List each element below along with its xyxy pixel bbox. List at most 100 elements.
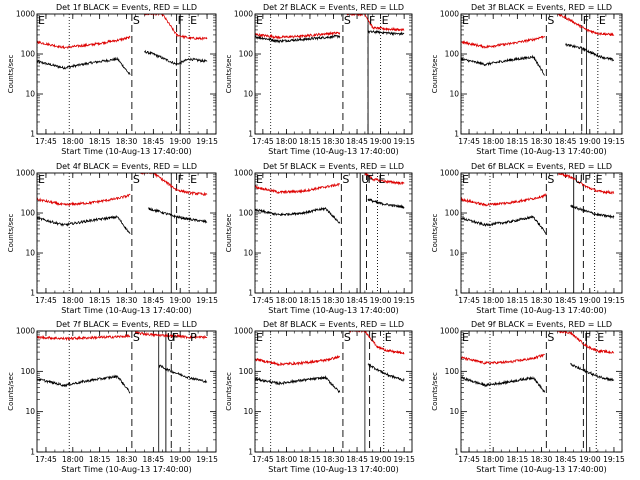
plot-area: [461, 331, 615, 452]
y-tick-label: 1000: [234, 327, 253, 336]
detector-panel: Det 5f BLACK = Events, RED = LLD Counts/s…: [225, 162, 415, 315]
x-tick-label: 19:15: [196, 296, 218, 305]
y-tick-label: 1000: [440, 169, 459, 178]
x-tick-label: 19:15: [393, 296, 415, 305]
event-marker-label: E: [256, 331, 263, 344]
x-tick-label: 18:45: [346, 296, 368, 305]
events-rate-line: [37, 374, 131, 394]
lld-rate-line: [461, 193, 547, 207]
event-marker-label: E: [378, 173, 385, 186]
y-tick-label: 10: [25, 407, 35, 416]
panel-title: Det 1f BLACK = Events, RED = LLD: [56, 3, 197, 12]
lld-rate-line: [255, 31, 341, 40]
x-tick-label: 19:00: [169, 455, 191, 464]
y-tick-label: 100: [21, 209, 36, 218]
event-marker-label: F: [367, 173, 373, 186]
detector-panel: Det 2f BLACK = Events, RED = LLD Counts/s…: [225, 3, 415, 156]
x-tick-label: 18:45: [555, 296, 577, 305]
x-tick-label: 17:45: [252, 137, 274, 146]
x-tick-label: 18:45: [555, 455, 577, 464]
events-rate-line: [367, 363, 405, 382]
y-tick-label: 1000: [234, 10, 253, 19]
y-axis-label: Counts/sec: [431, 214, 439, 253]
y-tick-label: 10: [243, 407, 253, 416]
event-marker-label: E: [596, 173, 603, 186]
y-tick-label: 1000: [440, 10, 459, 19]
event-marker-label: S: [133, 173, 140, 186]
x-tick-label: 18:15: [89, 296, 111, 305]
event-marker-label: F: [172, 331, 178, 344]
y-tick-label: 1: [454, 289, 459, 298]
event-marker-label: E: [38, 14, 45, 27]
y-tick-label: 1000: [16, 169, 35, 178]
panel-title: Det 7f BLACK = Events, RED = LLD: [56, 320, 197, 329]
panel-title: Det 9f BLACK = Events, RED = LLD: [471, 320, 612, 329]
x-axis-label: Start Time (10-Aug-13 17:40:00): [61, 147, 192, 156]
y-tick-label: 100: [445, 367, 460, 376]
detector-panel: Det 6f BLACK = Events, RED = LLD Counts/s…: [431, 162, 625, 315]
x-axis-label: Start Time (10-Aug-13 17:40:00): [476, 306, 607, 315]
event-marker-label: F: [178, 14, 184, 27]
x-tick-label: 18:30: [531, 137, 553, 146]
x-tick-label: 18:30: [116, 137, 138, 146]
detector-panel: Det 3f BLACK = Events, RED = LLD Counts/s…: [431, 3, 625, 156]
x-tick-label: 18:15: [299, 296, 321, 305]
event-marker-label: S: [342, 173, 349, 186]
plot-area: [461, 14, 615, 134]
y-tick-label: 100: [445, 209, 460, 218]
lld-rate-line: [255, 354, 341, 367]
x-axis-label: Start Time (10-Aug-13 17:40:00): [268, 306, 399, 315]
events-rate-line: [565, 42, 615, 62]
y-tick-label: 1: [30, 289, 35, 298]
y-axis-label: Counts/sec: [431, 372, 439, 411]
y-axis-label: Counts/sec: [225, 214, 233, 253]
event-marker-label: S: [133, 14, 140, 27]
events-rate-line: [37, 56, 131, 76]
event-marker-label: E: [462, 14, 469, 27]
x-axis-label: Start Time (10-Aug-13 17:40:00): [476, 147, 607, 156]
x-tick-label: 18:15: [507, 455, 529, 464]
event-marker-label: S: [547, 14, 554, 27]
panel-title: Det 5f BLACK = Events, RED = LLD: [263, 162, 404, 171]
axes-frame: [254, 13, 413, 135]
x-tick-label: 18:00: [482, 137, 504, 146]
x-tick-label: 17:45: [35, 137, 57, 146]
detector-panel: Det 4f BLACK = Events, RED = LLD Counts/s…: [7, 162, 218, 315]
events-rate-line: [255, 206, 341, 224]
x-tick-label: 18:45: [143, 455, 165, 464]
detector-panel: Det 8f BLACK = Events, RED = LLD Counts/s…: [225, 320, 415, 474]
event-marker-label: E: [599, 14, 606, 27]
detector-panel: Det 1f BLACK = Events, RED = LLD Counts/s…: [7, 3, 218, 156]
event-marker-label: S: [344, 331, 351, 344]
lld-rate-line: [364, 173, 405, 186]
events-rate-line: [461, 375, 546, 393]
y-tick-label: 1: [454, 130, 459, 139]
x-tick-label: 19:00: [579, 296, 601, 305]
lld-rate-line: [461, 35, 546, 49]
x-tick-label: 19:15: [393, 455, 415, 464]
y-tick-label: 100: [21, 50, 36, 59]
event-marker-label: S: [547, 331, 554, 344]
y-tick-label: 1: [248, 448, 253, 457]
x-tick-label: 18:30: [116, 455, 138, 464]
events-rate-line: [461, 54, 545, 76]
x-tick-label: 18:00: [482, 296, 504, 305]
y-axis-label: Counts/sec: [225, 372, 233, 411]
panel-title: Det 6f BLACK = Events, RED = LLD: [471, 162, 612, 171]
lld-rate-line: [140, 173, 208, 197]
x-tick-label: 19:00: [370, 137, 392, 146]
panel-title: Det 4f BLACK = Events, RED = LLD: [56, 162, 197, 171]
event-marker-label: E: [38, 173, 45, 186]
panel-title: Det 3f BLACK = Events, RED = LLD: [471, 3, 612, 12]
events-rate-line: [570, 362, 615, 382]
axes-frame: [254, 330, 413, 453]
panel-title: Det 8f BLACK = Events, RED = LLD: [263, 320, 404, 329]
y-axis-label: Counts/sec: [7, 214, 15, 253]
y-tick-label: 1: [248, 289, 253, 298]
event-marker-label: F: [371, 331, 377, 344]
y-tick-label: 10: [243, 249, 253, 258]
x-tick-label: 19:15: [603, 296, 625, 305]
x-tick-label: 19:15: [393, 137, 415, 146]
x-tick-label: 17:45: [252, 455, 274, 464]
y-tick-label: 1: [248, 130, 253, 139]
